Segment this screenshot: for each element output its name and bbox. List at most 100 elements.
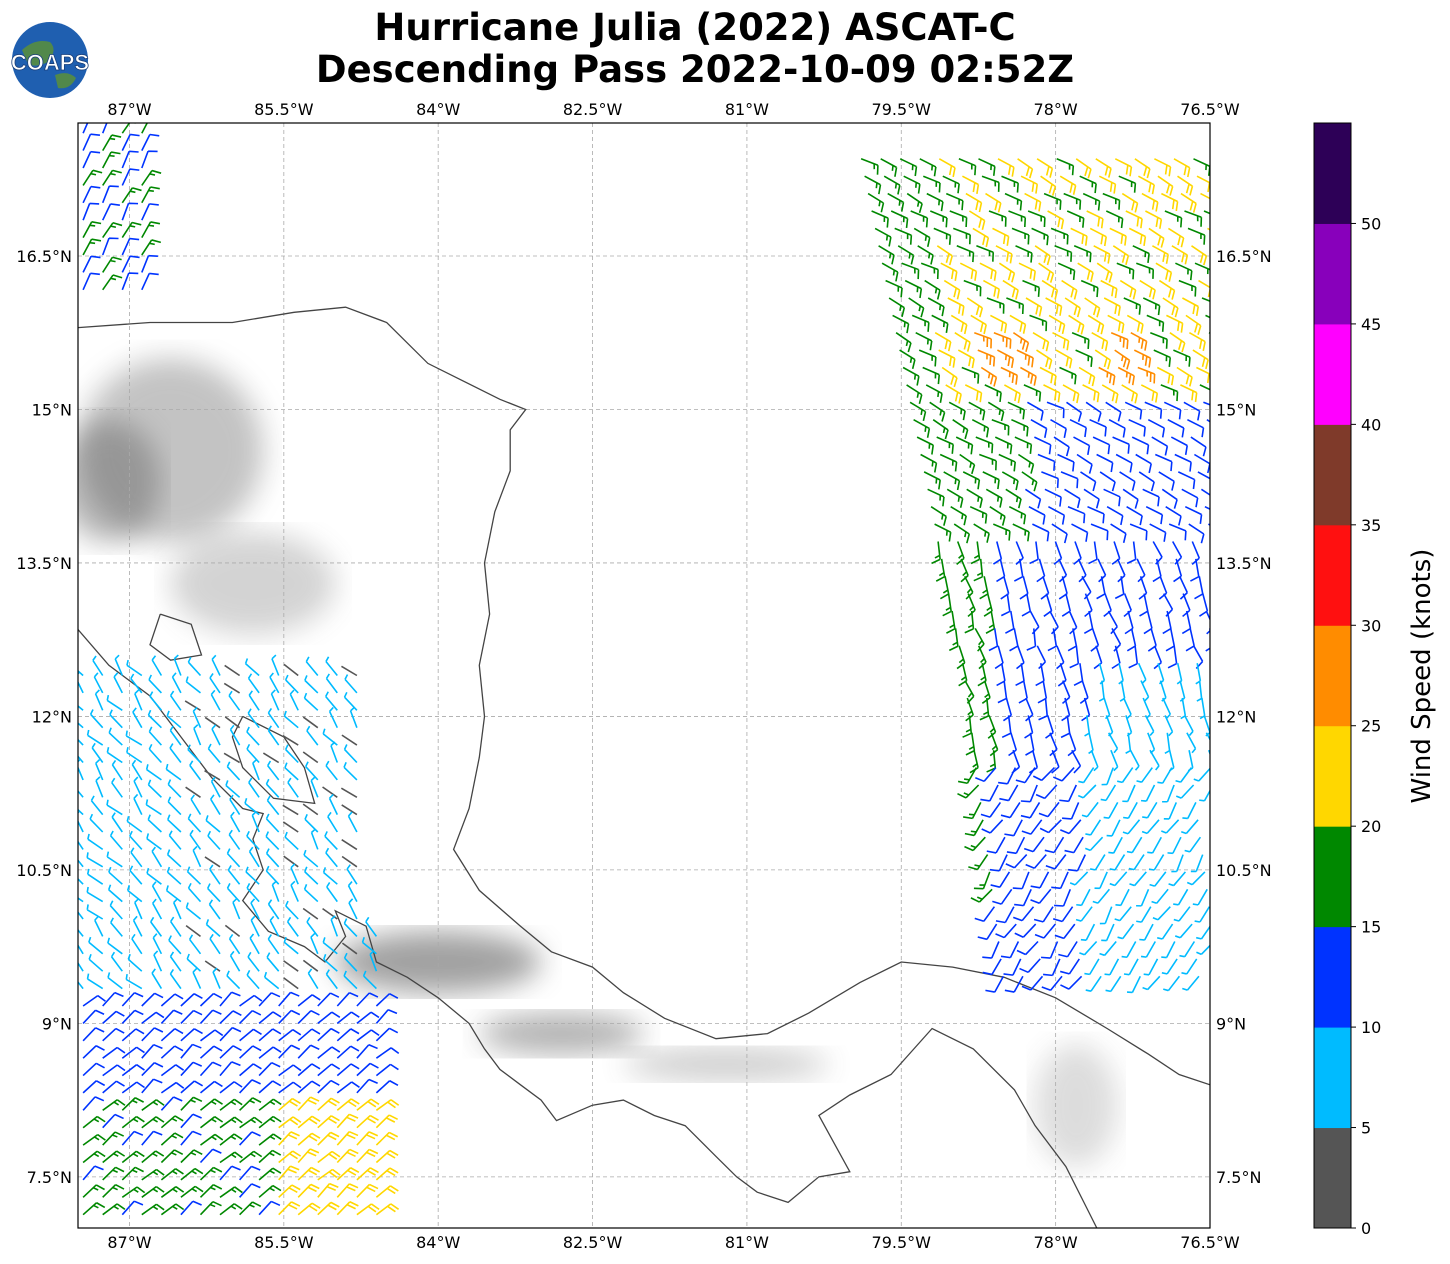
wind-barb [317,1063,341,1077]
wind-barb [209,864,221,885]
tick-label-left-lat: 13.5°N [16,554,72,573]
wind-barb-stroke [1038,801,1060,818]
wind-barb [173,654,182,676]
wind-barb-stroke [860,158,879,175]
wind-barb-stroke [1025,297,1043,317]
wind-barb [1017,453,1035,474]
wind-barb-stroke [82,1165,104,1181]
wind-barb-stroke [258,1115,282,1129]
wind-barb-stroke [239,1183,261,1198]
wind-barb-stroke [1193,158,1210,176]
wind-barb [336,1167,360,1181]
wind-barb-stroke [1073,245,1092,263]
wind-barb [995,923,1017,939]
wind-barb [1111,645,1121,670]
wind-barb [1106,506,1124,526]
wind-barb-stroke [1015,767,1036,784]
wind-barb-stroke [942,593,952,617]
wind-barb [1019,958,1041,974]
wind-barb-stroke [1102,192,1121,210]
wind-barb [1062,384,1080,404]
wind-barb-stroke [229,950,241,972]
wind-barb-stroke [1015,245,1033,263]
wind-barb [1121,941,1137,959]
wind-barb [1207,523,1210,543]
wind-barb [356,992,379,1007]
wind-barb [121,1097,144,1111]
wind-barb [303,884,319,903]
wind-barb [938,349,956,368]
wind-barb [199,1098,223,1111]
wind-barb [121,123,142,134]
wind-barb [210,776,221,798]
wind-barb-stroke [169,743,182,763]
wind-barb [208,899,221,920]
wind-barb-stroke [1207,227,1210,247]
wind-barb-stroke [365,916,378,937]
wind-barb-stroke [180,1009,203,1024]
wind-barb-stroke [317,992,340,1007]
wind-barb-stroke [1087,505,1105,524]
wind-barb-stroke [131,933,143,955]
wind-barb-stroke [1000,941,1020,959]
wind-barb [985,975,1005,993]
wind-barb [1080,279,1099,298]
wind-barb [1003,958,1022,976]
wind-barb-stroke [283,936,299,955]
wind-barb [101,123,119,134]
wind-barb [251,811,260,833]
wind-barb-stroke [1173,349,1191,367]
wind-barb [979,697,990,721]
wind-barb [1152,906,1171,921]
wind-barb-stroke [1105,715,1114,737]
wind-barb-stroke [111,812,123,833]
wind-barb [343,691,358,711]
wind-barb [1059,958,1080,975]
wind-barb [966,488,983,508]
wind-barb-stroke [1177,175,1194,196]
wind-barb [317,1079,340,1094]
wind-barb-stroke [974,331,993,349]
wind-barb [1103,488,1121,507]
wind-barb [265,831,280,850]
wind-barb-stroke [141,150,158,169]
wind-barb [963,575,974,600]
wind-barb-stroke [126,815,143,833]
wind-barb [89,709,104,729]
wind-barb-stroke [258,1167,282,1181]
wind-barb-stroke [962,471,981,490]
wind-barb-stroke [141,1043,163,1059]
wind-barb [1189,332,1206,352]
wind-barb-stroke [955,436,974,455]
wind-barb-stroke [1032,523,1050,542]
wind-barb [323,953,338,972]
wind-barb-stroke [336,1130,359,1146]
wind-barb [267,725,280,746]
wind-barb [226,970,241,990]
wind-barb [102,1113,124,1129]
wind-barb-stroke [972,227,990,248]
wind-barb-stroke [180,1185,204,1198]
wind-barb [1182,975,1200,991]
wind-barb [317,1011,341,1025]
wind-barb-stroke [306,916,319,937]
wind-barb-stroke [278,991,300,1007]
wind-barb [998,262,1016,283]
wind-barb [1112,245,1130,266]
wind-barb [187,882,202,903]
wind-barb [1023,836,1045,853]
wind-barb [942,593,952,617]
wind-barb-stroke [317,1063,341,1077]
wind-barb [932,419,949,440]
wind-barb-stroke [1068,854,1087,872]
wind-barb [923,175,941,193]
wind-barb-stroke [1186,871,1206,886]
wind-barb [1060,975,1083,990]
wind-barb [349,706,358,728]
wind-barb [211,724,221,746]
globe-land [22,41,54,66]
wind-barb [1107,314,1125,334]
wind-barb-stroke [1140,680,1150,702]
wind-barb-stroke [964,819,984,837]
wind-barb-stroke [302,803,319,816]
